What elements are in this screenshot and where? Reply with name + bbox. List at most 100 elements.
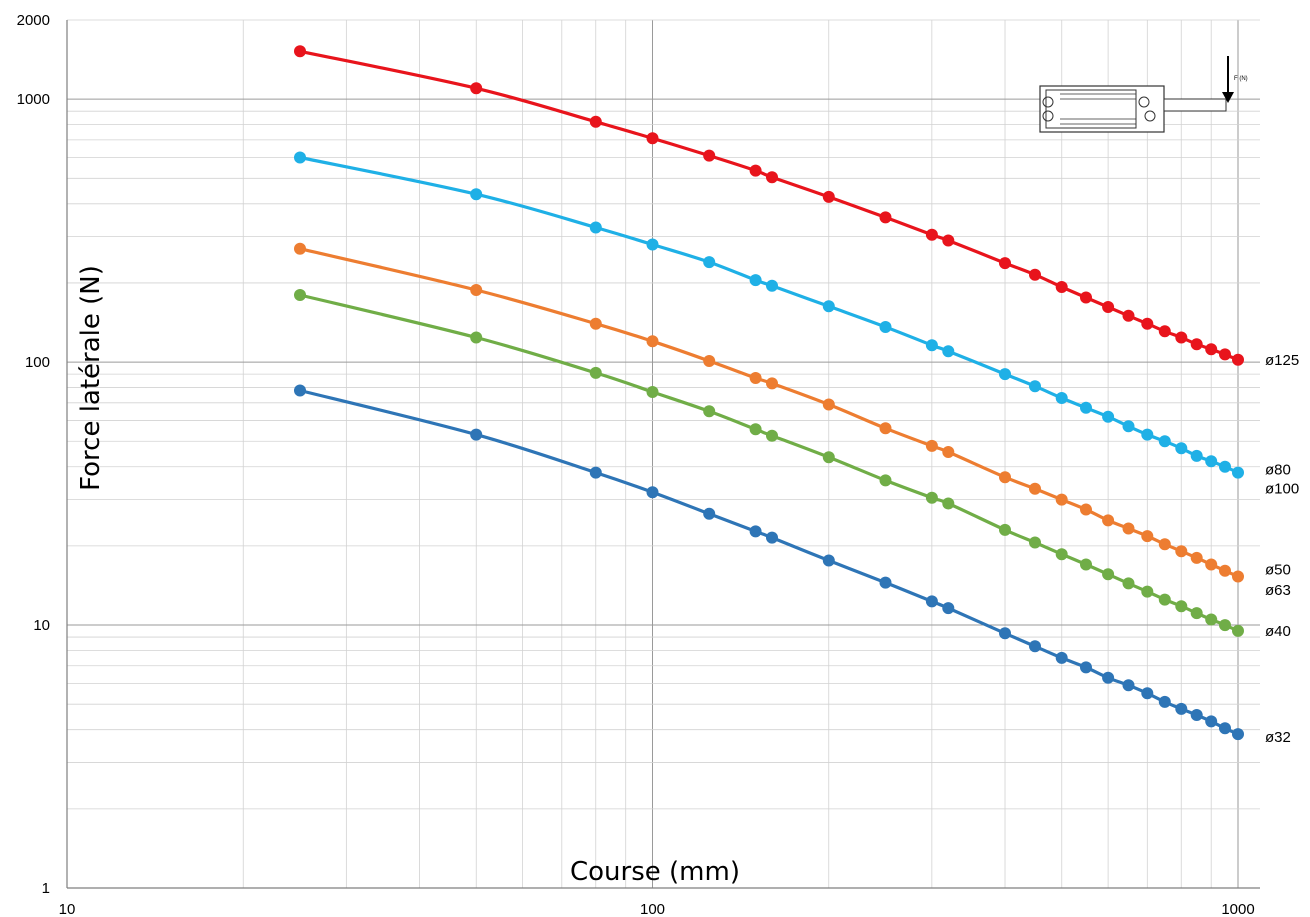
data-point — [925, 228, 938, 241]
data-point — [1055, 548, 1068, 561]
axes — [66, 20, 1260, 889]
data-point — [1190, 607, 1203, 620]
data-point — [999, 627, 1011, 640]
data-point — [879, 321, 892, 333]
data-point — [879, 474, 892, 487]
data-point — [1232, 728, 1244, 741]
data-point — [1190, 709, 1203, 721]
data-point — [942, 234, 955, 247]
data-point — [879, 211, 892, 224]
data-point — [703, 405, 716, 418]
data-point — [1158, 435, 1171, 448]
data-point — [703, 149, 716, 162]
data-point — [999, 471, 1011, 484]
data-point — [1080, 401, 1092, 414]
data-point — [1122, 420, 1135, 433]
data-point — [999, 257, 1011, 270]
data-point — [589, 115, 602, 128]
data-point — [470, 331, 483, 344]
data-point — [1190, 338, 1203, 351]
data-point — [766, 531, 778, 544]
data-point — [1158, 538, 1171, 551]
data-point — [470, 188, 483, 201]
data-point — [1080, 503, 1092, 516]
data-point — [999, 368, 1011, 381]
x-tick-label: 10 — [59, 901, 76, 917]
y-tick-label: 1000 — [17, 91, 50, 108]
data-point — [703, 355, 716, 367]
tick-labels: 10 100 1000 1 10 100 1000 2000 — [17, 12, 1255, 917]
data-point — [1141, 428, 1154, 441]
data-point — [822, 398, 835, 411]
data-point — [1219, 460, 1231, 473]
data-point — [1205, 558, 1218, 571]
data-point — [1205, 455, 1218, 468]
data-point — [822, 190, 835, 203]
data-point — [1029, 380, 1041, 393]
series-group — [294, 45, 1244, 741]
data-point — [294, 384, 306, 397]
data-point — [1102, 410, 1115, 423]
data-point — [1232, 353, 1244, 366]
data-point — [822, 451, 835, 464]
series-label: ø50 — [1265, 561, 1291, 578]
data-point — [1055, 651, 1068, 664]
series-label: ø32 — [1265, 729, 1291, 746]
data-point — [1102, 301, 1115, 313]
data-point — [1175, 442, 1188, 455]
data-point — [879, 576, 892, 589]
data-point — [1190, 449, 1203, 462]
data-point — [470, 284, 483, 296]
data-point — [766, 429, 778, 442]
series-label: ø80 — [1265, 462, 1291, 479]
data-point — [925, 339, 938, 352]
data-point — [1219, 619, 1231, 632]
data-point — [1029, 482, 1041, 495]
data-point — [470, 82, 483, 95]
data-point — [1175, 545, 1188, 558]
y-tick-label: 10 — [33, 617, 50, 634]
data-point — [1232, 570, 1244, 583]
data-point — [703, 507, 716, 520]
data-point — [942, 446, 955, 458]
data-point — [925, 491, 938, 504]
data-point — [766, 171, 778, 184]
data-point — [942, 345, 955, 358]
data-point — [294, 45, 306, 58]
data-point — [646, 335, 659, 348]
data-point — [822, 554, 835, 567]
data-point — [294, 151, 306, 164]
data-point — [1029, 536, 1041, 549]
series-125 — [294, 45, 1244, 366]
data-point — [1029, 640, 1041, 653]
series-labels: ø125 ø80 ø100 ø50 ø63 ø40 ø32 — [1265, 352, 1299, 746]
data-point — [1122, 679, 1135, 692]
series-label: ø125 — [1265, 352, 1299, 369]
data-point — [1055, 392, 1068, 404]
data-point — [1190, 551, 1203, 564]
data-point — [1055, 493, 1068, 506]
data-point — [749, 372, 762, 384]
data-point — [1205, 613, 1218, 626]
data-point — [766, 279, 778, 292]
data-point — [1102, 514, 1115, 527]
series-label: ø40 — [1265, 623, 1291, 640]
x-tick-label: 1000 — [1221, 901, 1254, 917]
data-point — [1232, 466, 1244, 479]
data-point — [1141, 317, 1154, 330]
series-100 — [294, 242, 1244, 583]
data-point — [1055, 281, 1068, 293]
data-point — [1141, 687, 1154, 700]
data-point — [294, 242, 306, 255]
data-point — [942, 497, 955, 510]
data-point — [1175, 702, 1188, 715]
data-point — [703, 256, 716, 269]
data-point — [1219, 348, 1231, 361]
data-point — [1219, 722, 1231, 735]
data-point — [589, 221, 602, 234]
data-point — [999, 523, 1011, 536]
data-point — [1080, 291, 1092, 304]
cylinder-force-diagram: F (N) — [1039, 56, 1248, 133]
